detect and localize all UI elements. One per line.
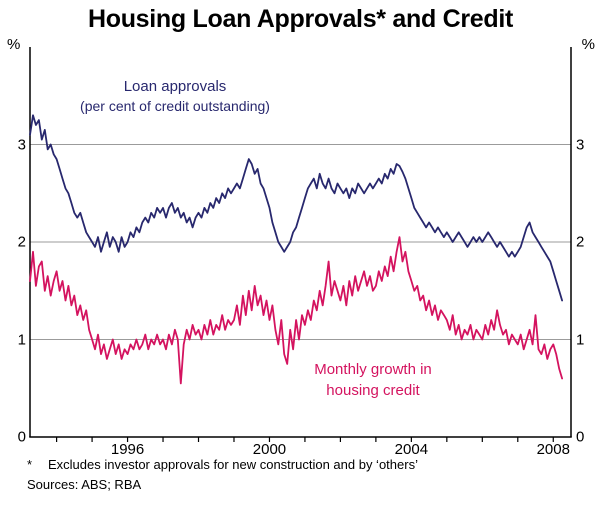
credit-growth-annotation-line1: Monthly growth in [314,361,432,378]
footnote-text: Excludes investor approvals for new cons… [48,457,418,472]
footnote-sources: Sources: ABS; RBA [27,477,141,492]
x-tick-label-2004: 2004 [394,441,429,458]
chart-title: Housing Loan Approvals* and Credit [87,5,514,33]
loan-approvals-annotation-line2: (per cent of credit outstanding) [80,98,270,114]
x-tick-label-2000: 2000 [252,441,287,458]
loan-approvals-annotation-line1: Loan approvals [123,78,227,95]
x-tick-label-2008: 2008 [536,441,570,458]
y-tick-label-right-3: 3 [576,136,585,153]
y-tick-label-left-2: 2 [17,233,26,251]
y-axis-unit-left: % [7,36,21,53]
y-tick-label-left-1: 1 [17,331,26,348]
loan-approvals-annotation: Loan approvals (per cent of credit outst… [30,76,320,117]
footnote-exclusions: * Excludes investor approvals for new co… [27,457,418,472]
footnote-marker: * [27,457,33,472]
sources-text: Sources: ABS; RBA [27,477,142,492]
y-tick-label-right-1: 1 [576,331,585,348]
credit-growth-annotation-line2: housing credit [326,382,420,399]
y-tick-label-left-3: 3 [17,136,26,153]
y-axis-unit-right: % [581,36,595,53]
y-tick-label-right-2: 2 [576,233,585,251]
credit-growth-annotation: Monthly growth in housing credit [273,359,473,401]
y-tick-label-left-0: 0 [17,428,26,446]
y-tick-label-right-0: 0 [576,428,585,446]
x-tick-label-1996: 1996 [110,441,145,458]
